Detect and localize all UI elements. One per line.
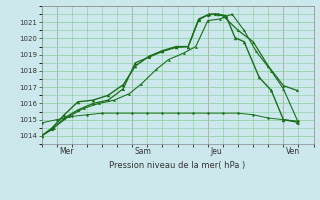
- X-axis label: Pression niveau de la mer( hPa ): Pression niveau de la mer( hPa ): [109, 161, 246, 170]
- Text: Mer: Mer: [59, 147, 74, 156]
- Text: Sam: Sam: [135, 147, 152, 156]
- Text: Ven: Ven: [286, 147, 300, 156]
- Text: Jeu: Jeu: [210, 147, 222, 156]
